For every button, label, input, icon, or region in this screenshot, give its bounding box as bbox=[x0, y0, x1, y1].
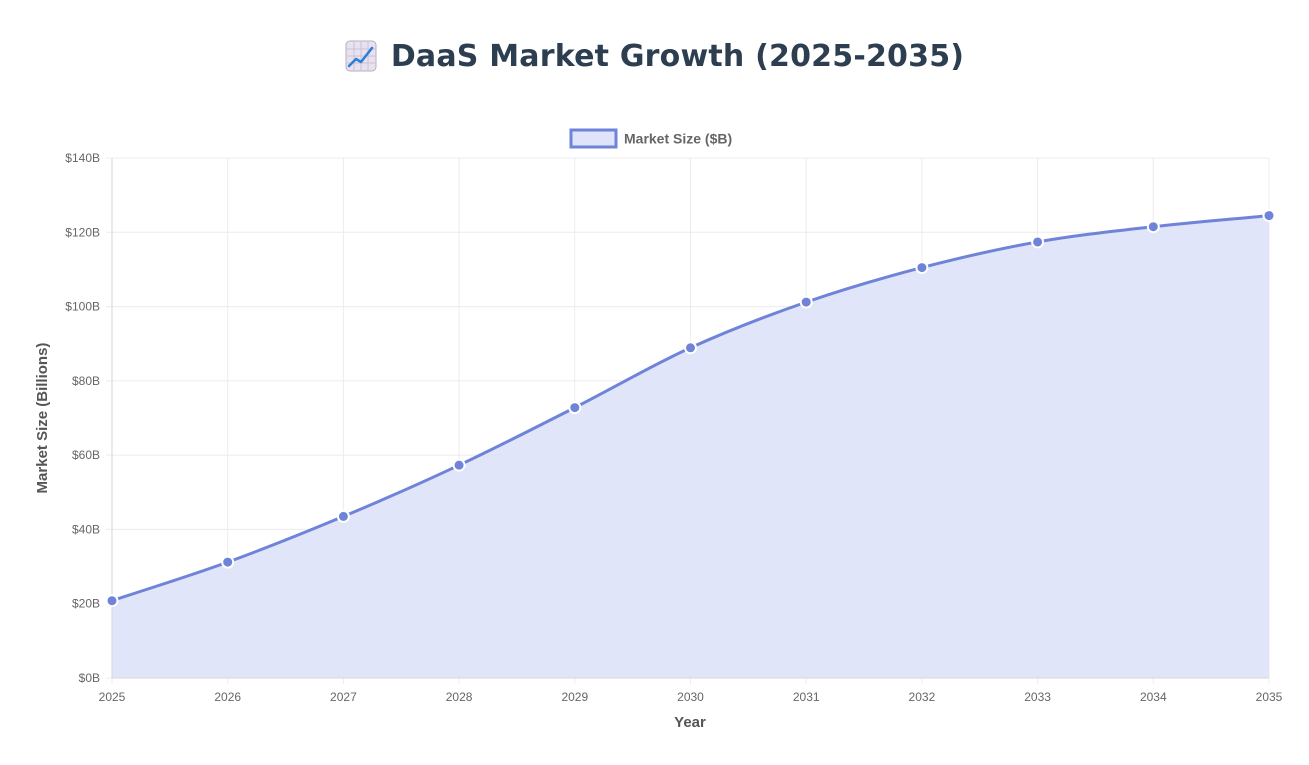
data-point[interactable] bbox=[1262, 209, 1276, 223]
legend[interactable]: Market Size ($B) bbox=[569, 128, 732, 149]
data-point[interactable] bbox=[1146, 220, 1160, 234]
y-tick-label: $120B bbox=[65, 225, 100, 239]
axes bbox=[111, 158, 1269, 679]
x-tick-label: 2026 bbox=[214, 690, 241, 704]
legend-label: Market Size ($B) bbox=[624, 131, 732, 147]
data-point[interactable] bbox=[1031, 235, 1045, 249]
x-tick-label: 2025 bbox=[99, 690, 126, 704]
data-point[interactable] bbox=[105, 594, 119, 608]
x-tick-label: 2033 bbox=[1024, 690, 1051, 704]
data-point[interactable] bbox=[452, 458, 466, 472]
chart-increasing-icon bbox=[345, 40, 377, 72]
y-axis-title: Market Size (Billions) bbox=[34, 343, 51, 494]
x-axis-title: Year bbox=[674, 714, 706, 731]
page-title: DaaS Market Growth (2025-2035) bbox=[390, 38, 965, 74]
series-line bbox=[111, 214, 1270, 603]
x-tick-label: 2035 bbox=[1256, 690, 1283, 704]
area-fill bbox=[112, 215, 1269, 679]
y-tick-label: $140B bbox=[65, 151, 100, 165]
x-tick-label: 2029 bbox=[561, 690, 588, 704]
legend-swatch bbox=[569, 128, 618, 149]
x-tick-label: 2030 bbox=[677, 690, 704, 704]
x-tick-label: 2031 bbox=[793, 690, 820, 704]
y-tick-label: $0B bbox=[79, 671, 100, 685]
x-axis-ticks: 2025 2026 2027 2028 2029 2030 2031 2032 2033 2034… bbox=[99, 690, 1283, 704]
chart-title-row: DaaS Market Growth (2025-2035) bbox=[0, 34, 1309, 78]
data-point[interactable] bbox=[799, 295, 813, 309]
data-point[interactable] bbox=[915, 261, 929, 275]
y-tick-label: $100B bbox=[65, 300, 100, 314]
x-tick-label: 2027 bbox=[330, 690, 357, 704]
x-tick-label: 2028 bbox=[446, 690, 473, 704]
x-tick-label: 2034 bbox=[1140, 690, 1167, 704]
data-points bbox=[105, 209, 1276, 608]
y-tick-label: $80B bbox=[72, 374, 100, 388]
y-tick-label: $60B bbox=[72, 448, 100, 462]
y-tick-label: $40B bbox=[72, 522, 100, 536]
data-point[interactable] bbox=[684, 341, 697, 355]
y-tick-label: $20B bbox=[72, 597, 100, 611]
data-point[interactable] bbox=[221, 555, 235, 569]
data-point[interactable] bbox=[568, 401, 582, 415]
x-tick-label: 2032 bbox=[909, 690, 936, 704]
y-axis-ticks: $0B $20B $40B $60B $80B $100B $120B $140B bbox=[65, 151, 100, 685]
data-point[interactable] bbox=[336, 509, 350, 523]
